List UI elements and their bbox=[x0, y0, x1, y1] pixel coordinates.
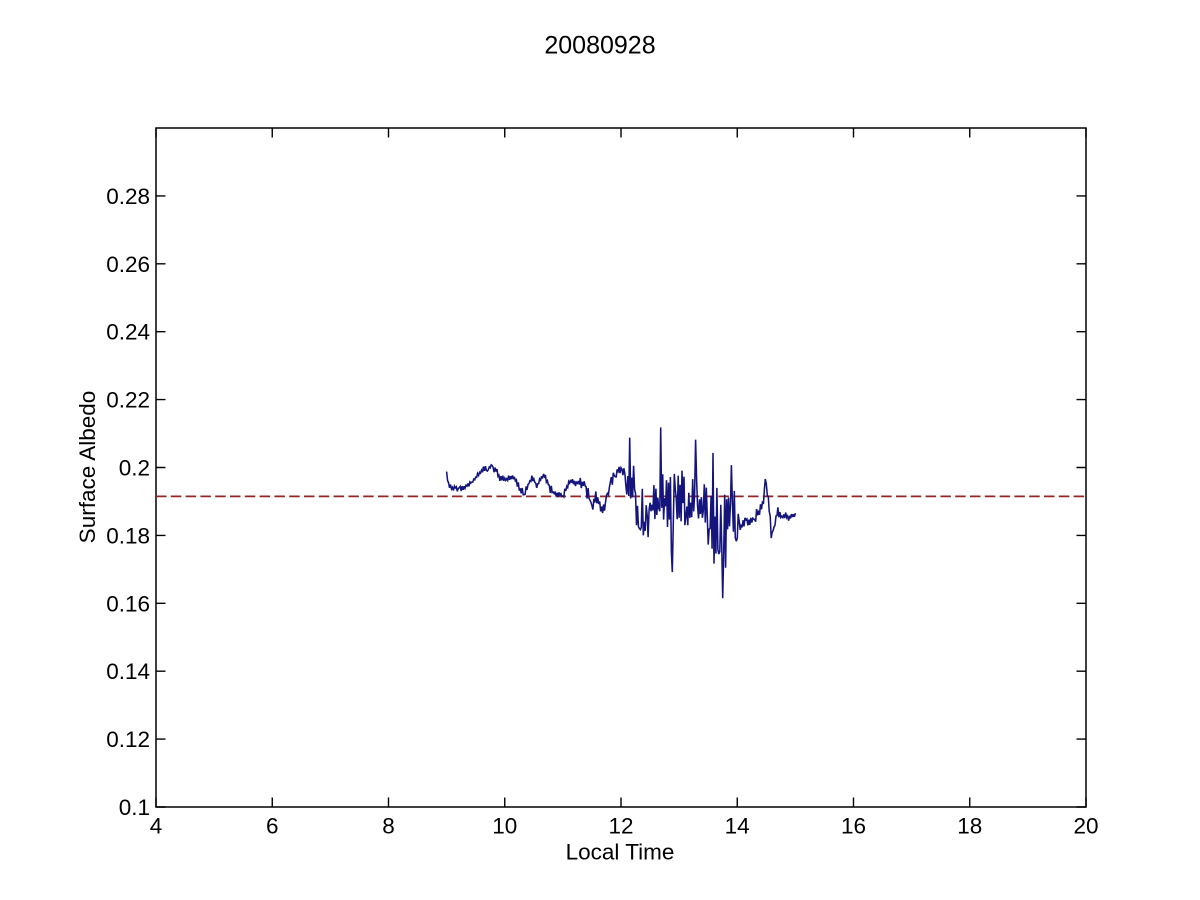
svg-text:0.12: 0.12 bbox=[106, 727, 150, 752]
svg-text:Local Time: Local Time bbox=[566, 840, 675, 865]
svg-text:Surface Albedo: Surface Albedo bbox=[75, 391, 100, 544]
svg-text:12: 12 bbox=[608, 814, 633, 839]
svg-text:10: 10 bbox=[492, 814, 517, 839]
svg-text:0.18: 0.18 bbox=[106, 523, 150, 548]
svg-text:18: 18 bbox=[957, 814, 982, 839]
svg-text:14: 14 bbox=[725, 814, 750, 839]
svg-text:0.2: 0.2 bbox=[119, 456, 150, 481]
svg-text:0.22: 0.22 bbox=[106, 388, 150, 413]
svg-text:4: 4 bbox=[150, 814, 163, 839]
svg-text:0.26: 0.26 bbox=[106, 252, 150, 277]
svg-text:16: 16 bbox=[841, 814, 866, 839]
svg-text:0.1: 0.1 bbox=[119, 795, 150, 820]
svg-text:0.24: 0.24 bbox=[106, 320, 150, 345]
svg-text:6: 6 bbox=[266, 814, 279, 839]
svg-text:0.14: 0.14 bbox=[106, 659, 150, 684]
svg-text:8: 8 bbox=[382, 814, 395, 839]
svg-text:0.28: 0.28 bbox=[106, 184, 150, 209]
svg-text:20080928: 20080928 bbox=[544, 32, 655, 60]
svg-text:0.16: 0.16 bbox=[106, 591, 150, 616]
svg-text:20: 20 bbox=[1073, 814, 1098, 839]
